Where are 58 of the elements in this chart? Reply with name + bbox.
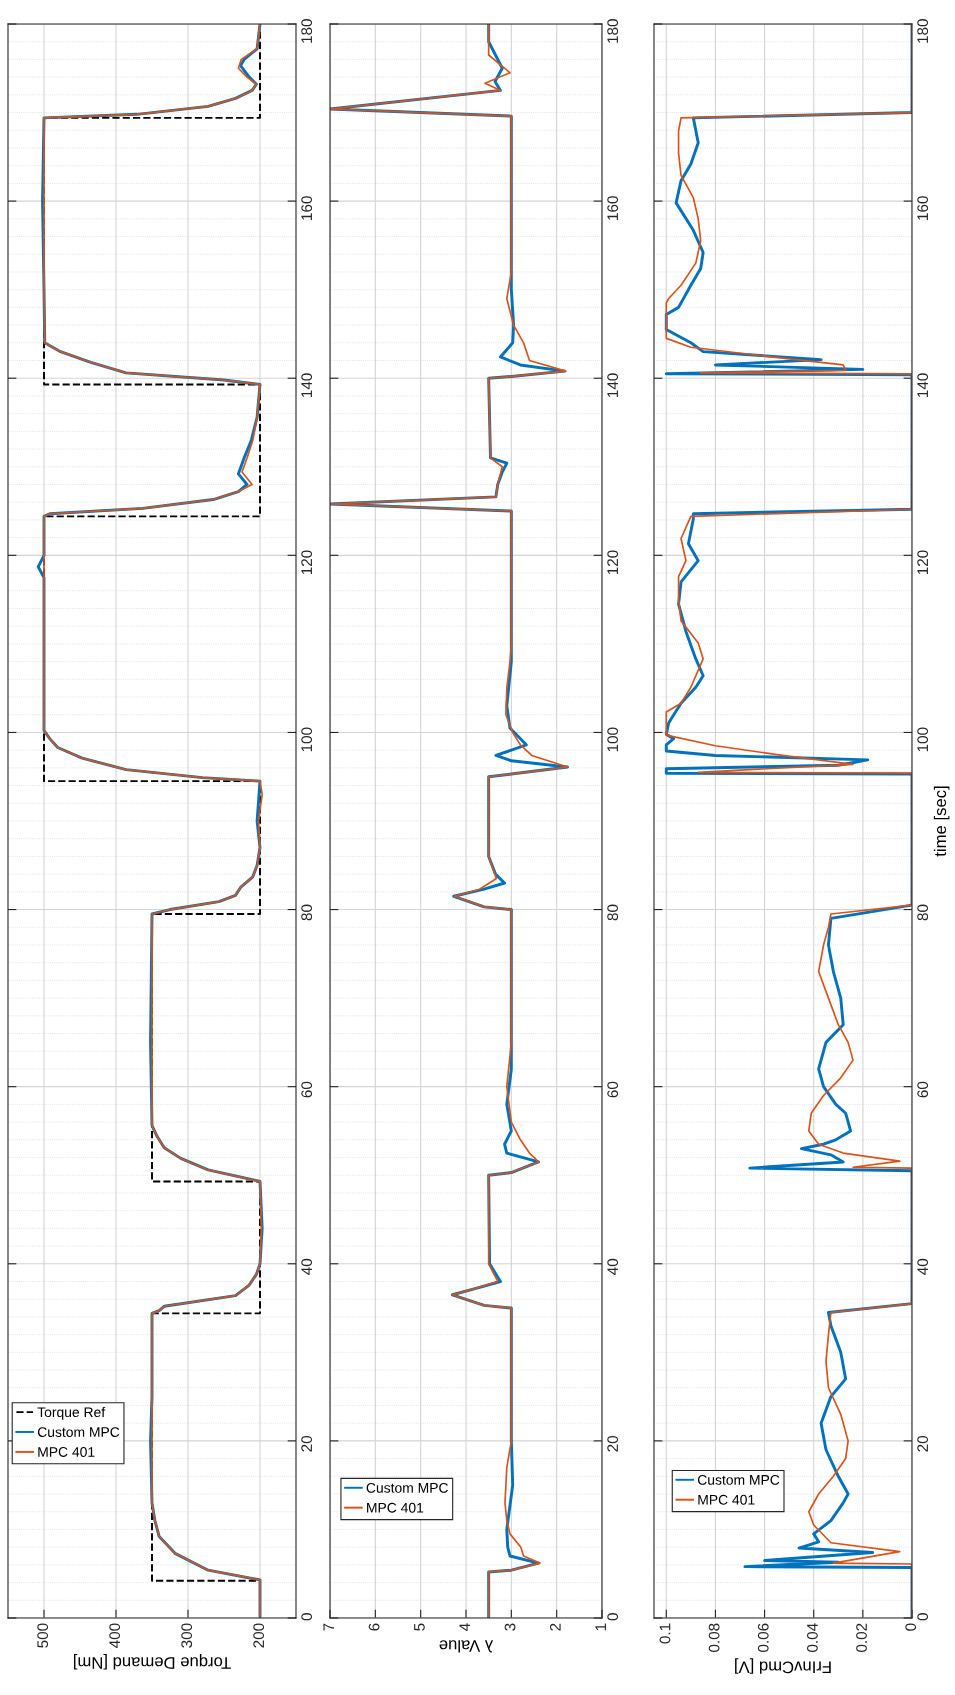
x-tick-label: 7 bbox=[323, 1623, 334, 1631]
x-tick-label: 0.1 bbox=[659, 1623, 671, 1644]
legend-label: Custom MPC bbox=[366, 1482, 448, 1493]
y-tick-label: 160 bbox=[301, 196, 313, 220]
x-axis-title: Torque Demand [Nm] bbox=[73, 1653, 231, 1670]
x-tick-label: 1 bbox=[595, 1623, 606, 1631]
y-tick-label: 40 bbox=[917, 1258, 929, 1275]
y-tick-label: 0 bbox=[301, 1613, 313, 1621]
legend-label: MPC 401 bbox=[698, 1494, 755, 1505]
y-tick-label: 20 bbox=[607, 1435, 619, 1452]
x-tick-label: 500 bbox=[37, 1623, 49, 1648]
x-tick-label: 0.02 bbox=[856, 1623, 867, 1652]
y-tick-label: 140 bbox=[301, 373, 313, 398]
y-tick-label: 80 bbox=[607, 904, 619, 921]
y-tick-label: 100 bbox=[607, 727, 619, 752]
legend-label: Custom MPC bbox=[37, 1427, 120, 1437]
y-tick-label: 120 bbox=[607, 550, 619, 575]
x-tick-label: 4 bbox=[459, 1623, 470, 1632]
x-tick-label: 300 bbox=[181, 1623, 193, 1648]
y-tick-label: 80 bbox=[301, 904, 313, 921]
y-tick-label: 180 bbox=[301, 19, 313, 43]
y-tick-label: 40 bbox=[607, 1258, 619, 1275]
legend-label: MPC 401 bbox=[367, 1502, 424, 1513]
y-tick-label: 160 bbox=[607, 196, 619, 220]
y-tick-label: 20 bbox=[301, 1435, 313, 1452]
y-tick-label: 60 bbox=[917, 1081, 929, 1098]
x-tick-label: 400 bbox=[109, 1623, 121, 1648]
y-tick-label: 60 bbox=[301, 1081, 313, 1098]
y-tick-label: 100 bbox=[917, 727, 929, 752]
y-tick-label: 100 bbox=[301, 727, 313, 752]
y-tick-label: 180 bbox=[607, 19, 619, 43]
legend-label: Torque Ref bbox=[37, 1406, 106, 1420]
y-tick-label: 40 bbox=[301, 1258, 313, 1275]
y-tick-label: 120 bbox=[301, 550, 313, 575]
legend-label: MPC 401 bbox=[38, 1447, 95, 1457]
y-tick-label: 80 bbox=[917, 904, 929, 921]
x-axis-title: λ Value bbox=[439, 1640, 494, 1653]
y-tick-label: 140 bbox=[607, 373, 619, 398]
y-axis-title: time [sec] bbox=[933, 786, 950, 857]
y-tick-label: 60 bbox=[607, 1081, 619, 1098]
x-tick-label: 5 bbox=[414, 1623, 425, 1631]
legend-label: Custom MPC bbox=[697, 1474, 780, 1485]
x-tick-label: 2 bbox=[549, 1623, 561, 1631]
y-tick-label: 140 bbox=[917, 373, 929, 398]
y-tick-label: 160 bbox=[917, 196, 929, 220]
x-tick-label: 0.08 bbox=[708, 1623, 720, 1652]
x-tick-label: 3 bbox=[504, 1623, 516, 1631]
x-axis-title: FrInvCmd [V] bbox=[735, 1658, 831, 1674]
y-tick-label: 20 bbox=[917, 1435, 929, 1452]
x-tick-label: 0 bbox=[905, 1623, 917, 1631]
y-tick-label: 180 bbox=[917, 19, 929, 43]
y-tick-label: 0 bbox=[917, 1613, 929, 1621]
x-tick-label: 0.04 bbox=[807, 1623, 818, 1652]
x-tick-label: 6 bbox=[368, 1623, 380, 1631]
x-tick-label: 200 bbox=[253, 1623, 265, 1648]
x-tick-label: 0.06 bbox=[757, 1623, 769, 1652]
y-tick-label: 0 bbox=[607, 1613, 619, 1621]
y-tick-label: 120 bbox=[917, 550, 929, 575]
